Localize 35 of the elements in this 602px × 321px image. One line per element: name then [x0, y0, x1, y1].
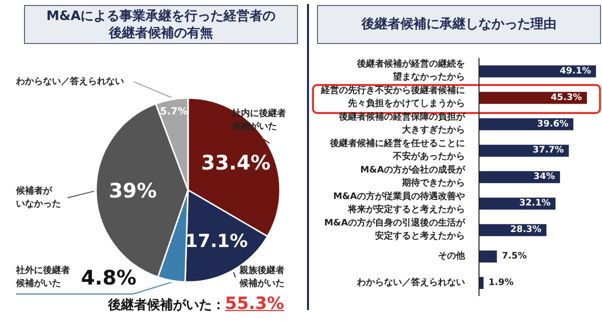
bar [479, 171, 560, 184]
data-label: 1.9% [488, 278, 514, 288]
chart-title: M&Aによる事業承継を行った経営者の後継者候補の有無 [45, 8, 277, 42]
data-label: 37.7% [532, 146, 564, 156]
data-label: 34% [533, 172, 556, 182]
data-label: 28.3% [510, 225, 542, 236]
slice-label: 親族後継者候補がいた [238, 265, 285, 289]
y-tick-label: M&Aの方が自身の引退後の生活が安定すると考えたから [324, 217, 466, 242]
bar [479, 92, 587, 104]
bar [479, 250, 497, 263]
data-label: 5.7% [160, 106, 188, 118]
y-tick-label: 後継者候補が経営の継続を望まなかったから [356, 58, 465, 83]
data-label: 4.8% [81, 266, 136, 290]
data-label: 7.5% [502, 252, 527, 262]
slice-label: 候補者がいなかった [15, 185, 61, 210]
data-label: 39.6% [537, 119, 568, 130]
y-tick-label: 後継者候補の経営保障の負担が大きすぎたから [338, 112, 466, 136]
chart-title: 後継者候補に承継しなかった理由 [360, 16, 558, 33]
data-label: 17.1% [185, 231, 248, 252]
bar [479, 65, 596, 78]
data-label: 45.3% [550, 92, 582, 103]
text: 後継者候補がいた：55.3% [108, 294, 284, 314]
y-tick-label: わからない／答えられない [356, 276, 465, 288]
data-label: 39% [108, 178, 157, 203]
slice-label: わからない／答えられない [15, 76, 124, 87]
bar [479, 144, 569, 157]
y-tick-label: その他 [438, 250, 466, 262]
y-tick-label: M&Aの方が会社の成長が期待できたから [360, 164, 466, 188]
data-label: 49.1% [560, 66, 591, 76]
y-tick-label: 後継者候補に経営を任せることに不安があったから [329, 138, 465, 162]
y-tick-label: 経営の先行き不安から後継者候補に先々負担をかけてしまうから [320, 85, 465, 110]
y-tick-label: M&Aの方が従業員の待遇改善や将来が安定すると考えたから [333, 190, 465, 215]
data-label: 33.4% [201, 150, 271, 174]
data-label: 32.1% [519, 198, 550, 209]
slice-label: 社外に後継者候補がいた [15, 265, 70, 289]
